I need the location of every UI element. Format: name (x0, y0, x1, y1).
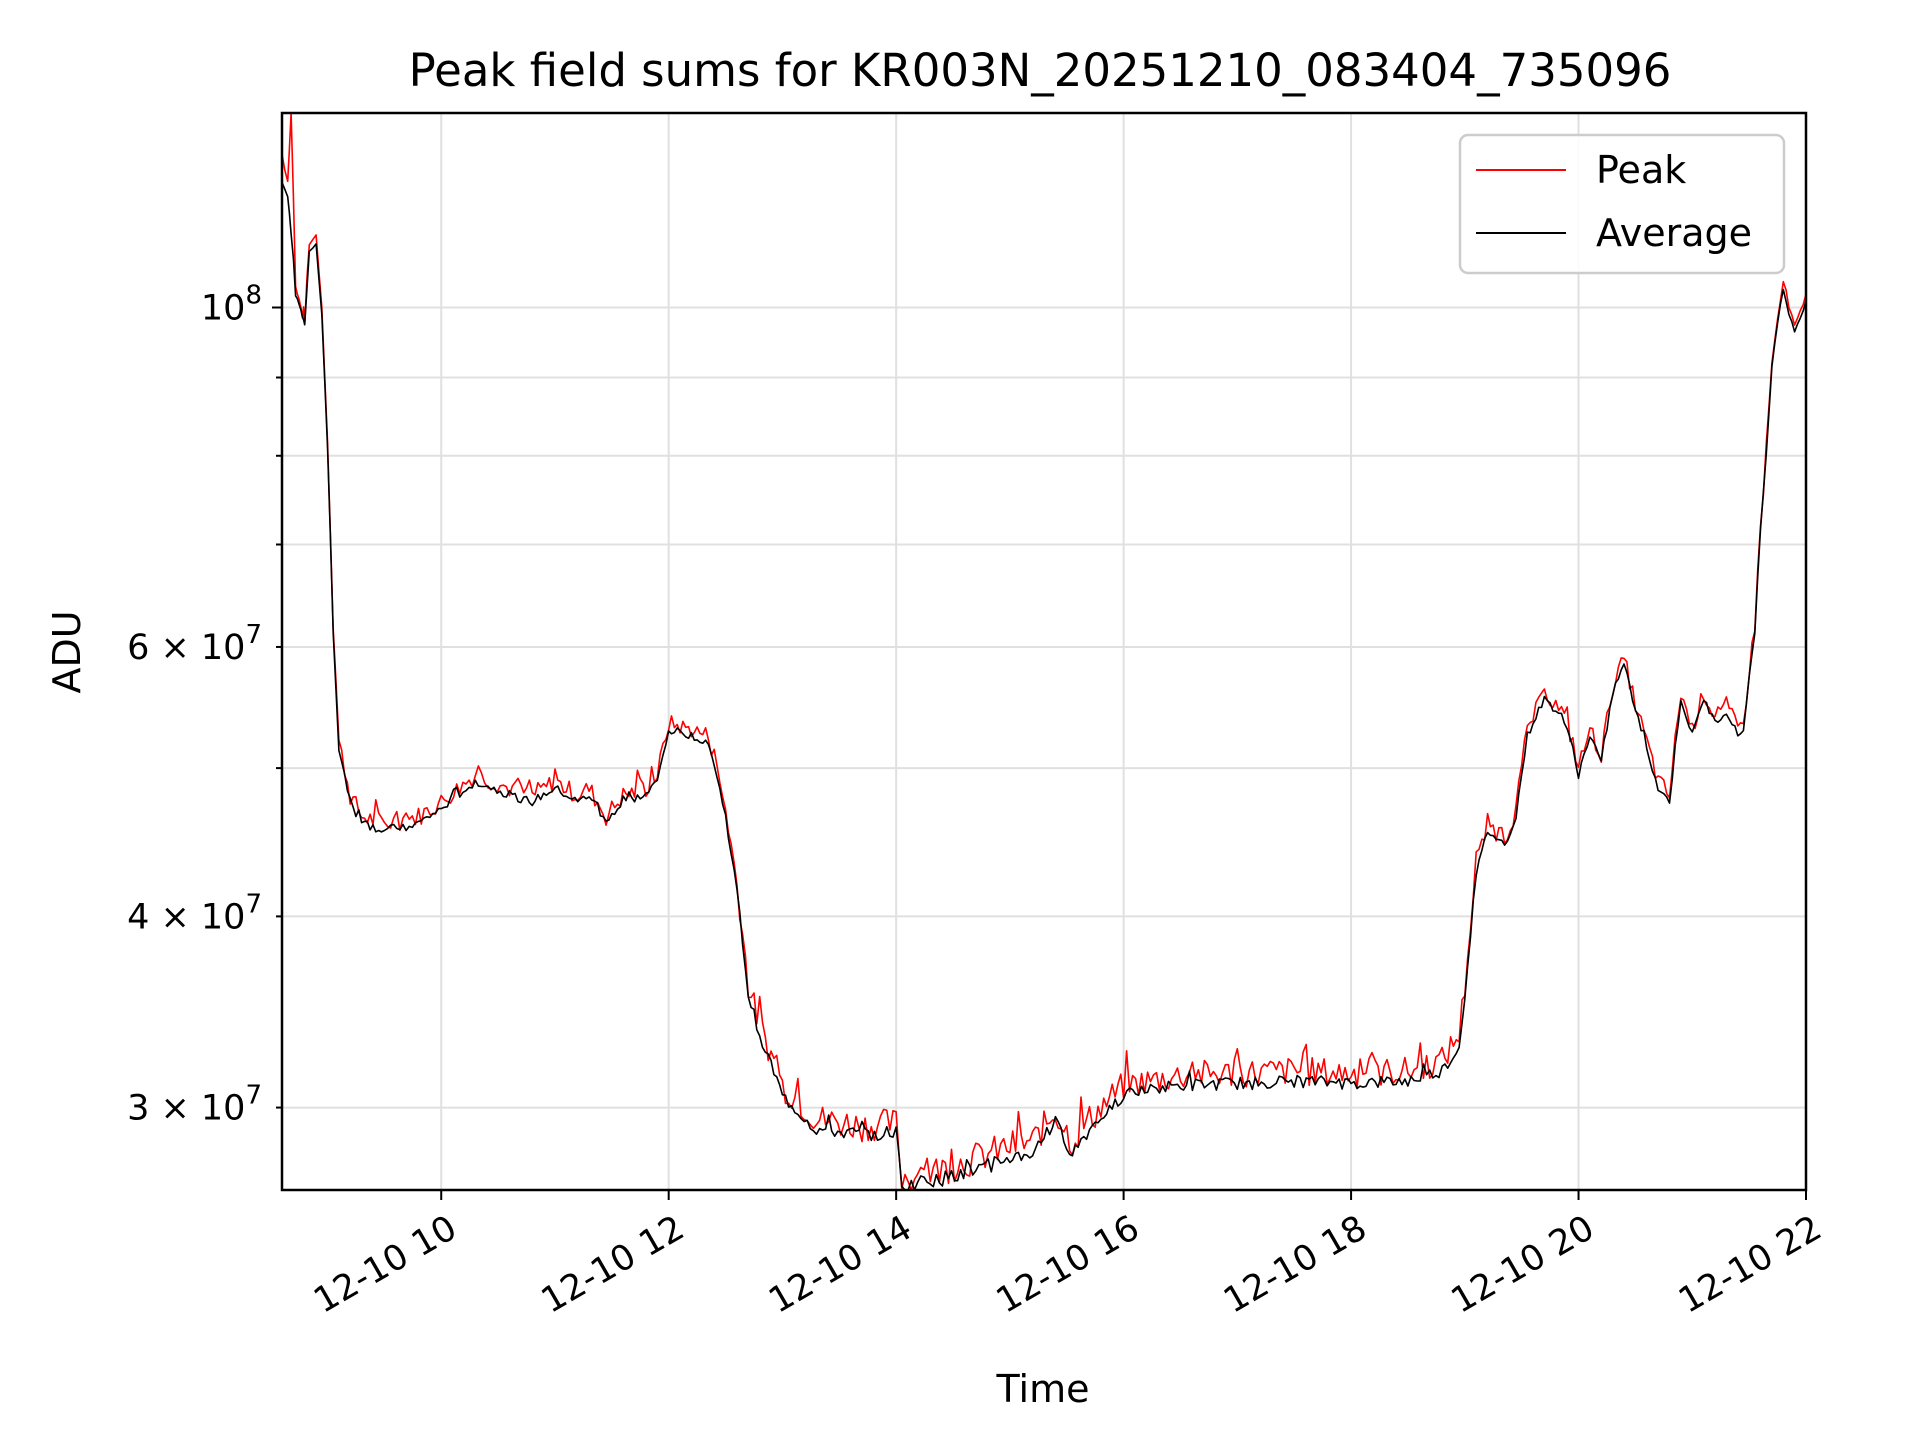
y-axis-ticks: 108 3 × 107 4 × 107 6 × 107 (127, 280, 282, 1129)
y-tick-label: 108 (201, 280, 262, 328)
y-axis-label: ADU (45, 610, 89, 693)
y-tick-label: 6 × 107 (127, 620, 262, 668)
y-tick-label: 3 × 107 (127, 1081, 262, 1129)
legend: Peak Average (1458, 133, 1786, 275)
plot-frame (280, 111, 1808, 1192)
legend-label-average: Average (1596, 211, 1752, 255)
y-tick-label: 4 × 107 (127, 889, 262, 937)
legend-label-peak: Peak (1596, 148, 1686, 192)
series-line-peak (281, 112, 1807, 1191)
x-axis-label: Time (996, 1367, 1090, 1411)
series-layer (281, 112, 1807, 1191)
grid-lines (282, 113, 1807, 1190)
series-line-average (281, 182, 1807, 1191)
chart-title: Peak field sums for KR003N_20251210_0834… (409, 44, 1672, 97)
